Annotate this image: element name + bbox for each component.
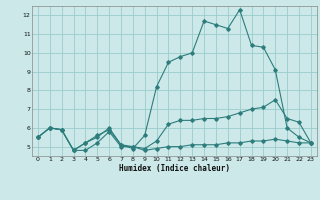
X-axis label: Humidex (Indice chaleur): Humidex (Indice chaleur) [119,164,230,173]
